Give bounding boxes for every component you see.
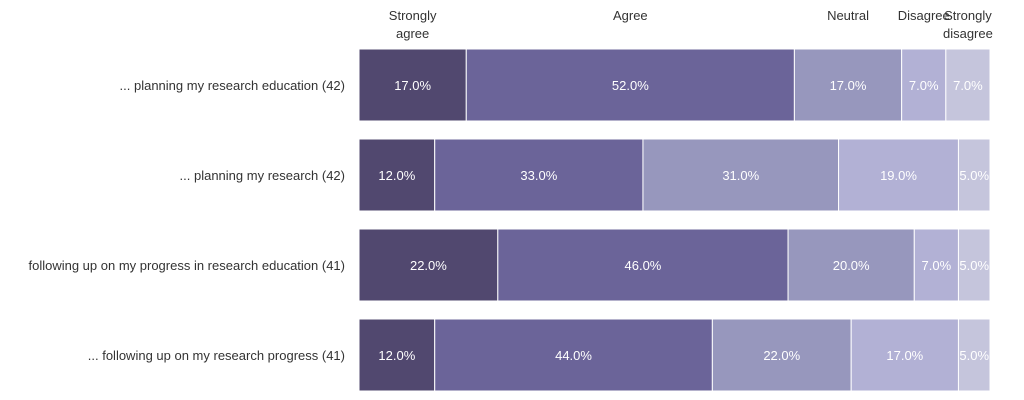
bar-segment-strongly-agree bbox=[358, 48, 467, 122]
bar-segment-agree bbox=[465, 48, 795, 122]
data-label: 12.0% bbox=[378, 348, 415, 363]
bar-segment-strongly-agree bbox=[358, 138, 436, 212]
data-label: 22.0% bbox=[410, 258, 447, 273]
data-label: 33.0% bbox=[520, 168, 557, 183]
data-label: 7.0% bbox=[909, 78, 939, 93]
bar-segment-neutral bbox=[787, 228, 915, 302]
legend-header-agree: Agree bbox=[613, 8, 648, 23]
bar-segment-strongly-disagree bbox=[945, 48, 991, 122]
data-label: 5.0% bbox=[959, 348, 989, 363]
data-label: 12.0% bbox=[378, 168, 415, 183]
data-label: 7.0% bbox=[922, 258, 952, 273]
data-label: 19.0% bbox=[880, 168, 917, 183]
row-label: ... planning my research (42) bbox=[180, 168, 345, 183]
data-label: 17.0% bbox=[394, 78, 431, 93]
data-label: 17.0% bbox=[886, 348, 923, 363]
legend-header-disagree: Disagree bbox=[898, 8, 950, 23]
legend-header-neutral: Neutral bbox=[827, 8, 869, 23]
bar-segment-disagree bbox=[850, 318, 959, 392]
data-label: 7.0% bbox=[953, 78, 983, 93]
bar-segment-neutral bbox=[793, 48, 903, 122]
data-label: 31.0% bbox=[722, 168, 759, 183]
legend-header-strongly-disagree-line-2: disagree bbox=[943, 26, 993, 41]
data-label: 17.0% bbox=[830, 78, 867, 93]
legend-header-strongly-agree-line-2: agree bbox=[396, 26, 429, 41]
bar-segment-strongly-agree bbox=[358, 318, 436, 392]
legend-header-strongly-disagree-line-1: Strongly bbox=[944, 8, 992, 23]
bar-segment-agree bbox=[434, 138, 644, 212]
data-label: 52.0% bbox=[612, 78, 649, 93]
row-label: ... planning my research education (42) bbox=[120, 78, 345, 93]
data-label: 46.0% bbox=[625, 258, 662, 273]
bar-segment-agree bbox=[434, 318, 713, 392]
data-label: 20.0% bbox=[833, 258, 870, 273]
bar-segment-neutral bbox=[711, 318, 852, 392]
data-label: 44.0% bbox=[555, 348, 592, 363]
bar-segment-disagree bbox=[913, 228, 959, 302]
bar-segment-strongly-disagree bbox=[957, 138, 991, 212]
legend-header-strongly-agree-line-1: Strongly bbox=[389, 8, 437, 23]
data-label: 5.0% bbox=[959, 258, 989, 273]
bar-segment-strongly-disagree bbox=[957, 228, 991, 302]
bar-segment-agree bbox=[497, 228, 789, 302]
bar-segment-neutral bbox=[642, 138, 840, 212]
row-label: following up on my progress in research … bbox=[28, 258, 345, 273]
bar-segment-disagree bbox=[838, 138, 959, 212]
data-label: 22.0% bbox=[763, 348, 800, 363]
row-label: ... following up on my research progress… bbox=[88, 348, 345, 363]
data-label: 5.0% bbox=[959, 168, 989, 183]
bar-segment-strongly-disagree bbox=[957, 318, 991, 392]
